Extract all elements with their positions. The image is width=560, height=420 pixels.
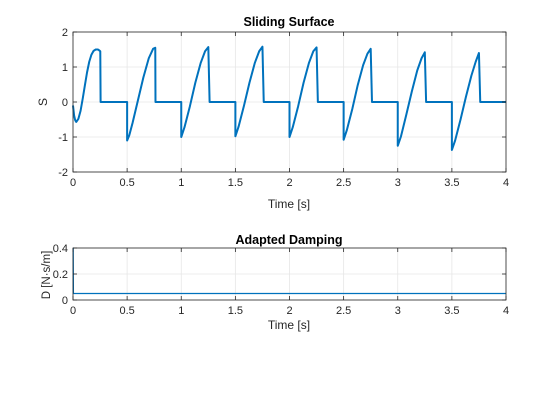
x-tick-label-sliding-surface: 2 [286,177,292,189]
y-tick-label-adapted-damping: 0 [62,295,68,307]
y-tick-label-sliding-surface: -2 [58,167,68,179]
title-adapted-damping: Adapted Damping [236,233,343,247]
x-tick-label-adapted-damping: 1.5 [228,305,243,317]
x-tick-label-adapted-damping: 2.5 [336,305,351,317]
ticks-adapted-damping: 0 0.5 1 1.5 2 2.5 3 3.5 4 0 0.2 0.4 [53,243,509,317]
y-tick-label-sliding-surface: 2 [62,27,68,39]
xlabel-adapted-damping: Time [s] [268,318,310,332]
axes-sliding-surface: Sliding Surface 0 0.5 1 1.5 2 2.5 3 3.5 4 -2 -1 0 1 2… [36,15,509,211]
axes-adapted-damping: Adapted Damping 0 0.5 1 1.5 2 2.5 3 3.5 4 0 0.2 0.4… [41,233,509,332]
y-tick-label-adapted-damping: 0.2 [53,269,68,281]
plot-sliding-surface [72,45,506,151]
x-tick-label-adapted-damping: 0.5 [119,305,134,317]
x-tick-label-adapted-damping: 1 [178,305,184,317]
ylabel-adapted-damping: D [N·s/m] [41,251,53,300]
ticks-sliding-surface: 0 0.5 1 1.5 2 2.5 3 3.5 4 -2 -1 0 1 2 [58,27,509,189]
y-tick-label-sliding-surface: -1 [58,132,68,144]
x-tick-label-sliding-surface: 3.5 [444,177,459,189]
xlabel-sliding-surface: Time [s] [268,197,310,211]
x-tick-label-adapted-damping: 3 [395,305,401,317]
ylabel-sliding-surface: S [36,98,50,106]
x-tick-label-sliding-surface: 1 [178,177,184,189]
y-tick-label-sliding-surface: 1 [62,62,68,74]
x-tick-label-sliding-surface: 0 [70,177,76,189]
x-tick-label-sliding-surface: 1.5 [228,177,243,189]
y-tick-label-sliding-surface: 0 [62,97,68,109]
series-line-sliding-surface [72,45,506,151]
x-tick-label-sliding-surface: 2.5 [336,177,351,189]
x-tick-label-adapted-damping: 4 [503,305,509,317]
title-sliding-surface: Sliding Surface [244,15,335,29]
x-tick-label-sliding-surface: 0.5 [119,177,134,189]
x-tick-label-adapted-damping: 0 [70,305,76,317]
x-tick-label-sliding-surface: 3 [395,177,401,189]
x-tick-label-adapted-damping: 3.5 [444,305,459,317]
y-tick-label-adapted-damping: 0.4 [53,243,68,255]
x-tick-label-sliding-surface: 4 [503,177,509,189]
x-tick-label-adapted-damping: 2 [286,305,292,317]
